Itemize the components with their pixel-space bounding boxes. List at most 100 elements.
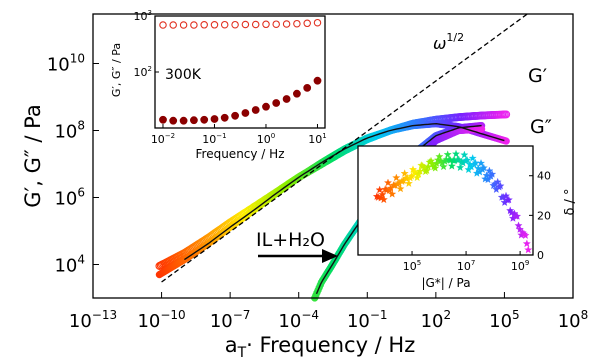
inset2-y-axis-label: δ / ° bbox=[563, 188, 578, 215]
inset1-g-double-prime-point bbox=[282, 95, 291, 103]
inset-phase-angle-chart: 105 107 109 0 20 40 |G*| / Pa δ / ° bbox=[357, 145, 578, 290]
inset1-g-prime-point bbox=[251, 20, 260, 29]
inset1-g-prime-point bbox=[169, 21, 177, 29]
inset2-delta-point bbox=[479, 163, 488, 172]
inset2-delta-point bbox=[388, 189, 397, 198]
inset1-g-prime-point bbox=[231, 20, 239, 29]
inset2-y-tick-label: 0 bbox=[537, 249, 544, 262]
inset2-delta-point bbox=[456, 163, 465, 172]
inset1-y-axis-label: G′, G″ / Pa bbox=[110, 43, 123, 97]
inset2-delta-point bbox=[435, 152, 444, 161]
inset2-x-axis-label: |G*| / Pa bbox=[421, 276, 470, 290]
inset2-delta-point bbox=[404, 179, 413, 187]
inset1-label: 300K bbox=[165, 67, 202, 83]
reference-line-label: ω1/2 bbox=[433, 31, 464, 53]
inset-frequency-chart: 10−2 10−1 100 101 102 103 300K G′, G″ / Pa Fr… bbox=[110, 9, 327, 161]
inset1-y-tick-label: 102 bbox=[134, 65, 152, 79]
inset1-g-prime-point bbox=[262, 20, 270, 29]
inset2-delta-point bbox=[431, 163, 440, 172]
main-plot-frame bbox=[92, 13, 574, 299]
inset1-g-double-prime-point bbox=[293, 89, 301, 98]
inset2-delta-point bbox=[463, 155, 472, 164]
main-y-tick-label: 104 bbox=[54, 252, 85, 276]
inset2-delta-point bbox=[501, 191, 511, 200]
inset2-delta-point bbox=[426, 156, 436, 165]
inset1-ticks: 10−2 10−1 100 101 102 103 bbox=[134, 9, 327, 146]
inset2-delta-point bbox=[443, 150, 452, 159]
inset1-g-double-prime-point bbox=[210, 115, 219, 123]
inset2-delta-point bbox=[513, 212, 522, 220]
inset2-delta-point bbox=[476, 159, 486, 167]
inset2-delta-point bbox=[383, 178, 393, 187]
inset2-delta-point bbox=[483, 175, 493, 184]
main-y-tick-label: 108 bbox=[54, 118, 85, 142]
inset1-g-double-prime-point bbox=[262, 102, 270, 111]
inset1-g-double-prime-point bbox=[251, 106, 260, 114]
inset1-g-prime-point bbox=[200, 21, 208, 29]
inset1-g-double-prime-point bbox=[179, 116, 188, 125]
inset1-g-prime-point bbox=[210, 21, 219, 29]
inset1-g-prime-point bbox=[241, 20, 250, 29]
main-y-axis-label: G′, G″ / Pa bbox=[21, 104, 45, 208]
inset1-g-prime-point bbox=[272, 20, 280, 28]
main-x-tick-label: 10−4 bbox=[278, 308, 319, 332]
inset2-delta-point bbox=[488, 170, 497, 178]
inset1-g-prime-point bbox=[293, 19, 301, 28]
main-ticks: 10−13 10−10 10−7 10−4 10−1 102 105 108104106108… bbox=[47, 51, 588, 332]
inset2-delta-point bbox=[482, 171, 491, 179]
inset2-delta-point bbox=[378, 190, 387, 199]
inset1-g-double-prime-point bbox=[159, 115, 167, 124]
inset1-g-double-prime-point bbox=[169, 116, 178, 125]
inset2-delta-point bbox=[379, 195, 388, 204]
inset1-g-prime-point bbox=[159, 21, 167, 29]
inset1-g-double-prime-point bbox=[220, 113, 229, 122]
main-y-tick-label: 1010 bbox=[47, 51, 85, 75]
inset1-g-double-prime-point bbox=[313, 76, 322, 85]
inset2-delta-point bbox=[447, 161, 456, 170]
inset1-g-prime-point bbox=[282, 20, 291, 28]
inset2-x-tick-label: 109 bbox=[511, 259, 529, 273]
inset2-delta-point bbox=[493, 177, 502, 186]
inset1-g-double-prime-point bbox=[241, 109, 250, 117]
g-double-prime-point bbox=[502, 137, 510, 145]
inset2-delta-point bbox=[524, 245, 533, 254]
inset2-x-tick-label: 107 bbox=[457, 259, 475, 273]
inset2-delta-point bbox=[522, 239, 531, 248]
inset2-delta-point bbox=[496, 181, 505, 190]
inset1-x-tick-label: 100 bbox=[257, 132, 275, 146]
inset2-delta-point bbox=[515, 225, 524, 233]
inset2-delta-point bbox=[396, 184, 405, 193]
inset1-g-prime-point bbox=[220, 20, 229, 29]
il-h2o-arrowhead bbox=[322, 249, 338, 263]
inset1-x-tick-label: 101 bbox=[308, 132, 326, 146]
inset2-delta-point bbox=[439, 162, 448, 171]
inset2-y-tick-label: 20 bbox=[537, 209, 551, 222]
main-x-tick-label: 10−10 bbox=[137, 308, 185, 332]
g-prime-label: G′ bbox=[528, 65, 547, 87]
inset2-data-marks bbox=[372, 149, 533, 254]
inset1-y-tick-label: 103 bbox=[134, 9, 152, 23]
main-x-axis-label: aT· Frequency / Hz bbox=[225, 333, 416, 359]
inset2-y-tick-label: 40 bbox=[537, 170, 551, 183]
g-double-prime-model-line bbox=[184, 122, 505, 261]
g-prime-point bbox=[502, 110, 511, 119]
main-x-tick-label: 10−13 bbox=[69, 308, 117, 332]
inset1-x-axis-label: Frequency / Hz bbox=[196, 147, 285, 161]
inset2-delta-point bbox=[485, 166, 494, 175]
main-y-tick-label: 106 bbox=[54, 185, 85, 209]
inset1-g-prime-point bbox=[303, 19, 311, 28]
inset2-x-tick-label: 105 bbox=[403, 259, 421, 273]
inset1-g-double-prime-point bbox=[200, 115, 209, 124]
inset1-g-prime-point bbox=[179, 21, 188, 29]
inset1-g-prime-point bbox=[313, 18, 322, 27]
inset1-g-double-prime-point bbox=[272, 99, 281, 107]
inset1-g-double-prime-point bbox=[231, 111, 240, 120]
arrow-label: IL+H₂O bbox=[256, 229, 325, 251]
inset2-delta-point bbox=[392, 173, 401, 182]
reference-line bbox=[161, 13, 528, 283]
inset2-delta-point bbox=[521, 231, 530, 239]
inset2-plot-frame bbox=[357, 145, 534, 256]
il-h2o-g-double-prime-point bbox=[477, 125, 486, 133]
